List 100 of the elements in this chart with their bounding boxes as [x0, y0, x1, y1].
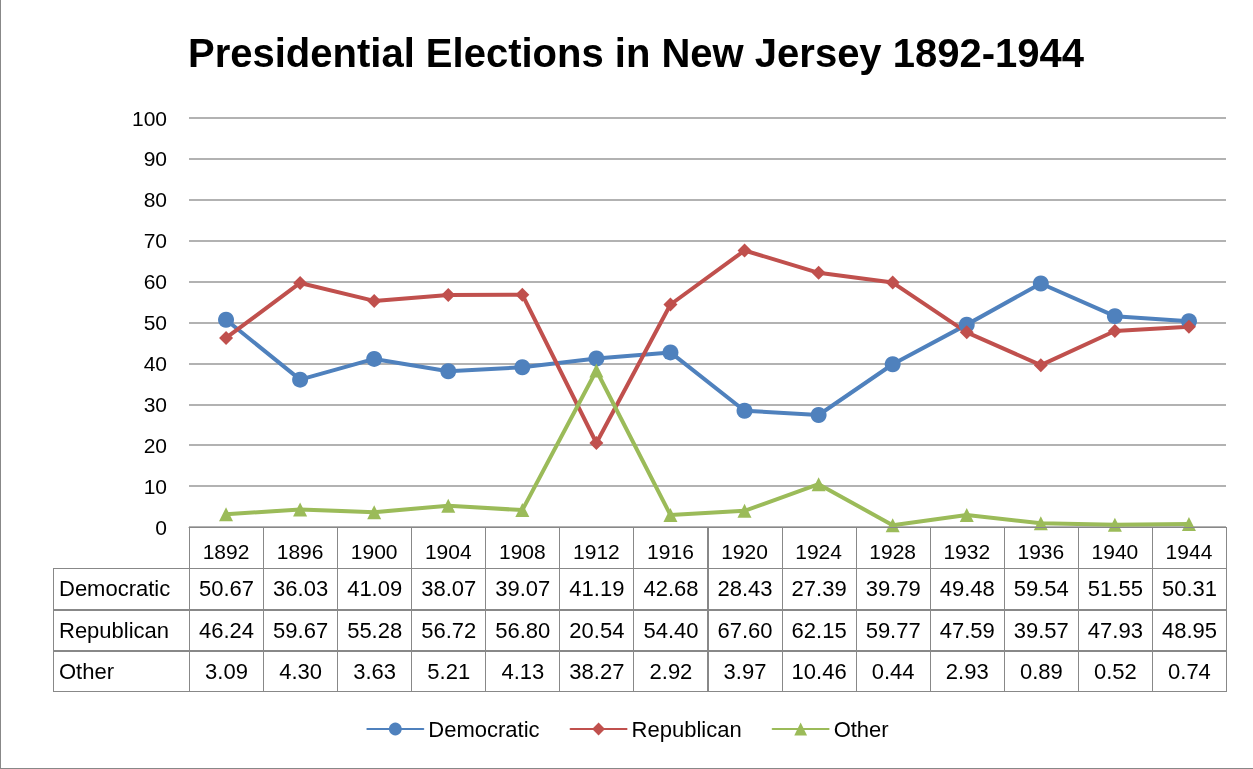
data-label: 36.03: [263, 568, 339, 610]
point: [1181, 319, 1196, 334]
text: Democratic: [59, 576, 171, 601]
point: [1033, 358, 1048, 373]
text: Other: [59, 658, 115, 684]
data-label: 49.48: [929, 568, 1005, 610]
data-label: 50.67: [189, 568, 265, 610]
data-label: 59.77: [855, 610, 931, 651]
x-tick-label: 1912: [573, 540, 620, 563]
y-tick-label: 30: [143, 392, 167, 416]
chart-title: Presidential Elections in New Jersey 1892-1944: [187, 31, 1085, 75]
data-label: 55.28: [337, 610, 413, 651]
point: [663, 297, 678, 312]
point: [515, 287, 530, 302]
y-tick-label: 70: [143, 229, 167, 253]
point: [293, 502, 308, 517]
data-label: 39.07: [485, 568, 561, 610]
data-label: 59.67: [263, 610, 339, 651]
x-tick-label: 1900: [350, 540, 398, 563]
x-tick-label: 1940: [1091, 540, 1139, 563]
point: [219, 507, 234, 522]
data-label: 56.72: [411, 610, 487, 651]
x-tick-label: 1944: [1165, 540, 1213, 563]
y-tick-label: 90: [143, 147, 167, 171]
point: [441, 498, 456, 513]
y-tick-label: 0: [155, 515, 167, 539]
data-label: 47.93: [1077, 610, 1153, 651]
data-label: 3.97: [707, 651, 783, 692]
x-tick-label: 1892: [202, 540, 250, 563]
data-label: 0.74: [1151, 651, 1227, 692]
data-label: 41.19: [559, 568, 635, 610]
data-label: 3.63: [337, 651, 413, 692]
data-label: 38.27: [559, 651, 635, 692]
data-label: 38.07: [411, 568, 487, 610]
y-tick-label: 60: [143, 270, 167, 294]
x-tick-label: 1920: [721, 540, 768, 563]
data-label: 0.89: [1003, 651, 1079, 692]
y-tick-label: 80: [143, 188, 167, 212]
legend-label: Democratic: [428, 716, 540, 742]
y-tick-label: 20: [143, 433, 167, 457]
point: [292, 371, 309, 388]
point: [589, 435, 604, 450]
data-label: 56.80: [485, 610, 561, 651]
point: [737, 503, 752, 518]
data-label: 41.09: [337, 568, 413, 610]
data-label: 51.55: [1077, 568, 1153, 610]
data-label: 54.40: [633, 610, 709, 651]
data-label: 42.68: [633, 568, 709, 610]
point: [367, 505, 382, 520]
point: [219, 330, 234, 345]
data-label: 0.44: [855, 651, 931, 692]
point: [367, 293, 382, 308]
data-label: 10.46: [781, 651, 857, 692]
data-label: 4.30: [263, 651, 339, 692]
point: [1032, 275, 1049, 292]
point: [218, 311, 235, 328]
data-label: 5.21: [411, 651, 487, 692]
point: [959, 325, 974, 340]
point: [885, 275, 900, 290]
data-label: 39.79: [855, 568, 931, 610]
data-label: 27.39: [781, 568, 857, 610]
point: [811, 477, 826, 492]
legend-label: Republican: [631, 716, 742, 742]
x-tick-label: 1916: [647, 540, 694, 563]
point: [737, 243, 752, 258]
x-tick-label: 1896: [276, 540, 324, 563]
data-label: 46.24: [189, 610, 265, 651]
point: [884, 356, 901, 373]
point: [440, 363, 457, 380]
point: [589, 363, 604, 378]
data-label: 2.93: [929, 651, 1005, 692]
y-tick-label: 10: [143, 474, 167, 498]
data-label: 48.95: [1151, 610, 1227, 651]
point: [810, 406, 827, 423]
x-tick-label: 1936: [1017, 540, 1065, 563]
point: [736, 402, 753, 419]
data-label: 0.52: [1077, 651, 1153, 692]
x-tick-label: 1904: [424, 540, 472, 563]
data-label: 39.57: [1003, 610, 1079, 651]
point: [1106, 308, 1123, 325]
point: [811, 265, 826, 280]
x-tick-label: 1908: [498, 540, 546, 563]
data-label: 50.31: [1151, 568, 1227, 610]
point: [1107, 323, 1122, 338]
data-label: 2.92: [633, 651, 709, 692]
data-label: 3.09: [189, 651, 265, 692]
text: Republican: [59, 617, 170, 643]
data-label: 67.60: [707, 610, 783, 651]
point: [959, 508, 974, 523]
data-label: 20.54: [559, 610, 635, 651]
data-label: 4.13: [485, 651, 561, 692]
data-label: 47.59: [929, 610, 1005, 651]
x-tick-label: 1928: [869, 540, 917, 563]
point: [515, 503, 530, 518]
point: [293, 275, 308, 290]
x-tick-label: 1932: [943, 540, 991, 563]
data-label: 28.43: [707, 568, 783, 610]
x-tick-label: 1924: [795, 540, 843, 563]
data-label: 62.15: [781, 610, 857, 651]
legend-label: Other: [833, 716, 889, 742]
